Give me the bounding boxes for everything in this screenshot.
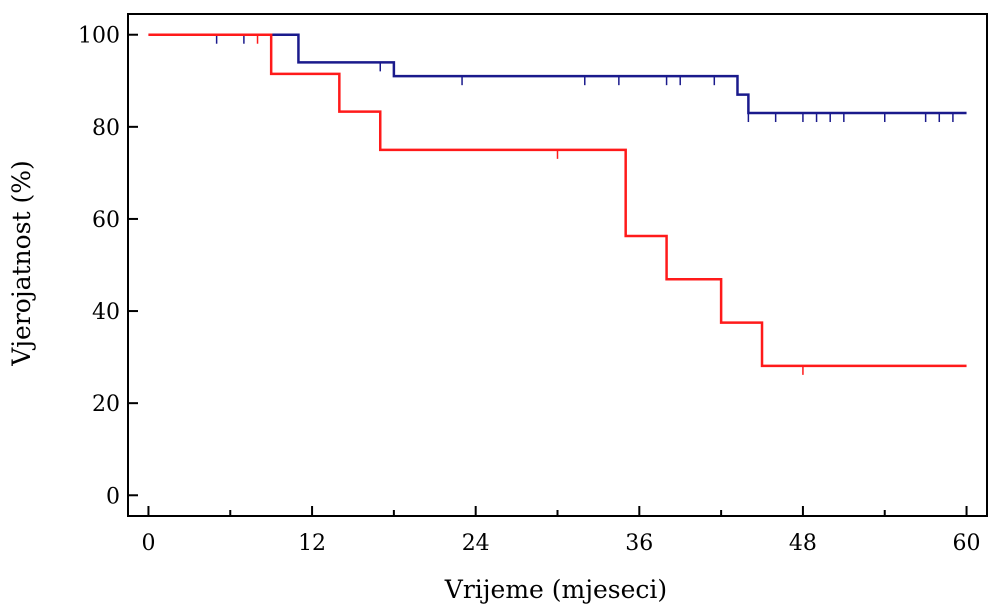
series-2 xyxy=(148,33,967,375)
y-tick-label-0: 0 xyxy=(106,484,120,509)
x-tick-label-36: 36 xyxy=(625,531,653,556)
y-axis-label: Vjerojatnost (%) xyxy=(7,160,36,367)
x-tick-label-24: 24 xyxy=(462,531,490,556)
series-1-curve xyxy=(148,33,967,115)
y-tick-label-100: 100 xyxy=(78,24,120,49)
series-layer xyxy=(148,33,967,375)
plot-frame xyxy=(127,13,988,517)
y-tick-label-40: 40 xyxy=(92,300,120,325)
x-tick-label-12: 12 xyxy=(298,531,326,556)
series-2-curve xyxy=(148,33,967,368)
tick-labels: 0 12 24 36 48 60 0 20 40 60 80 100 xyxy=(78,24,981,556)
y-tick-label-20: 20 xyxy=(92,392,120,417)
series-1 xyxy=(148,33,967,123)
y-tick-label-80: 80 xyxy=(92,116,120,141)
x-tick-label-0: 0 xyxy=(141,531,155,556)
y-tick-label-60: 60 xyxy=(92,208,120,233)
x-axis-label: Vrijeme (mjeseci) xyxy=(444,575,667,604)
axis-ticks xyxy=(128,33,968,516)
x-tick-label-60: 60 xyxy=(953,531,981,556)
x-tick-label-48: 48 xyxy=(789,531,817,556)
